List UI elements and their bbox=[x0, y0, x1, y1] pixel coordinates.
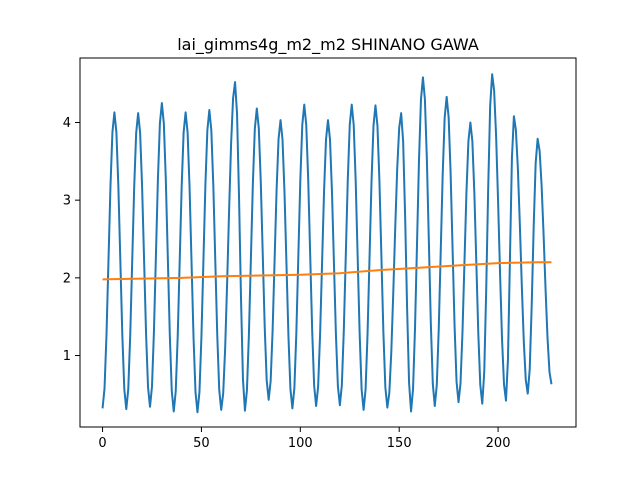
seasonal-series-line bbox=[101, 73, 553, 414]
x-tick-label: 50 bbox=[193, 436, 210, 451]
chart-title: lai_gimms4g_m2_m2 SHINANO GAWA bbox=[177, 35, 479, 55]
y-axis: 1 2 3 4 bbox=[63, 116, 80, 364]
x-tick-label: 0 bbox=[98, 436, 106, 451]
x-tick-label: 100 bbox=[288, 436, 313, 451]
y-tick-label: 2 bbox=[63, 271, 71, 286]
y-tick-label: 3 bbox=[63, 194, 71, 209]
x-axis: 0 50 100 150 200 bbox=[98, 427, 510, 451]
trend-series-line bbox=[102, 261, 552, 281]
axes-frame bbox=[79, 57, 577, 428]
x-tick-label: 200 bbox=[486, 436, 511, 451]
y-tick-label: 1 bbox=[63, 349, 71, 364]
plot-area bbox=[101, 73, 553, 414]
x-tick-label: 150 bbox=[387, 436, 412, 451]
y-tick-label: 4 bbox=[63, 116, 71, 131]
